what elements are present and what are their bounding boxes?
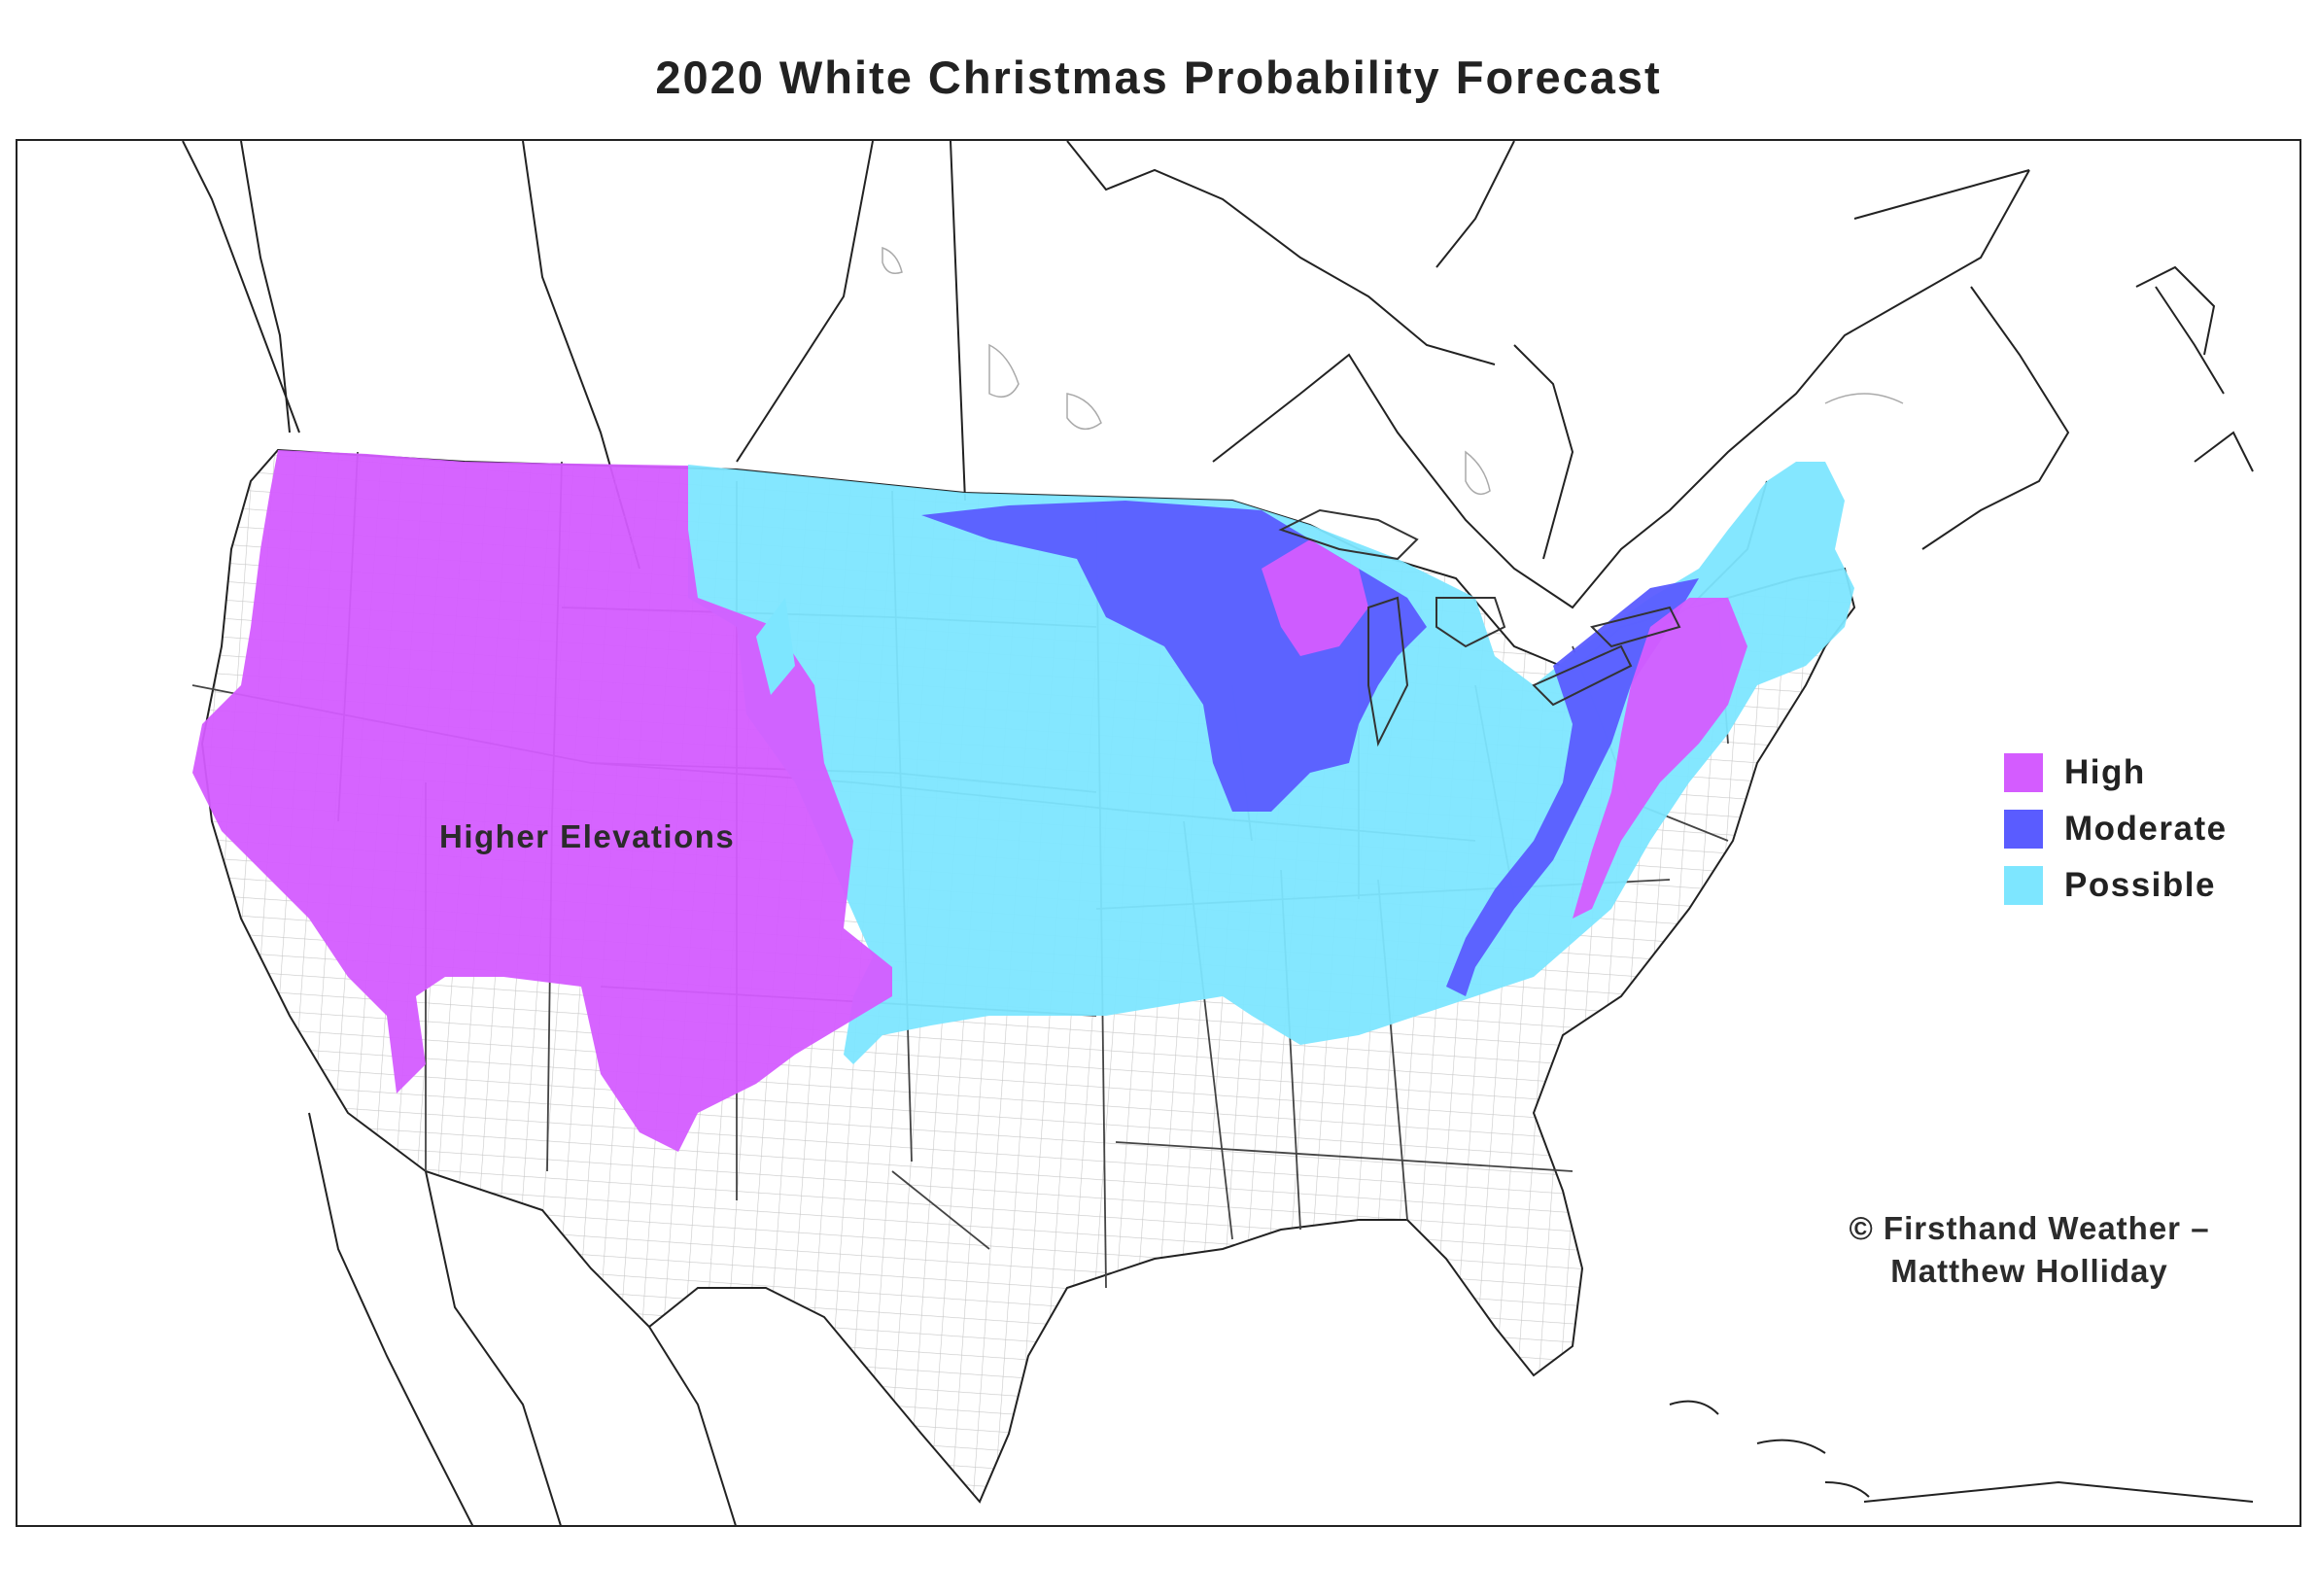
legend-swatch-possible xyxy=(2004,866,2043,905)
great-lakes xyxy=(1278,508,1681,747)
legend-item-moderate: Moderate xyxy=(2004,801,2228,857)
map-legend: High Moderate Possible xyxy=(2004,745,2228,914)
legend-item-high: High xyxy=(2004,745,2228,801)
canadian-lakes xyxy=(882,246,1904,496)
coastline-islands xyxy=(182,141,2254,472)
forecast-map xyxy=(16,139,2301,1527)
canada-landmass xyxy=(240,141,2225,647)
mexico-caribbean xyxy=(308,1112,2254,1525)
credit-line-2: Matthew Holliday xyxy=(1890,1253,2168,1289)
legend-swatch-moderate xyxy=(2004,810,2043,849)
legend-label-high: High xyxy=(2064,753,2146,791)
legend-swatch-high xyxy=(2004,753,2043,792)
high-zone-gap xyxy=(756,598,795,695)
high-zone xyxy=(192,450,1747,1152)
map-title: 2020 White Christmas Probability Forecas… xyxy=(655,52,1662,103)
legend-label-moderate: Moderate xyxy=(2064,810,2228,848)
legend-label-possible: Possible xyxy=(2064,866,2216,904)
higher-elevations-label: Higher Elevations xyxy=(439,818,736,854)
legend-item-possible: Possible xyxy=(2004,857,2228,914)
credit-line-1: © Firsthand Weather – xyxy=(1849,1210,2210,1246)
copyright-credit: © Firsthand Weather – Matthew Holliday xyxy=(1816,1207,2243,1293)
